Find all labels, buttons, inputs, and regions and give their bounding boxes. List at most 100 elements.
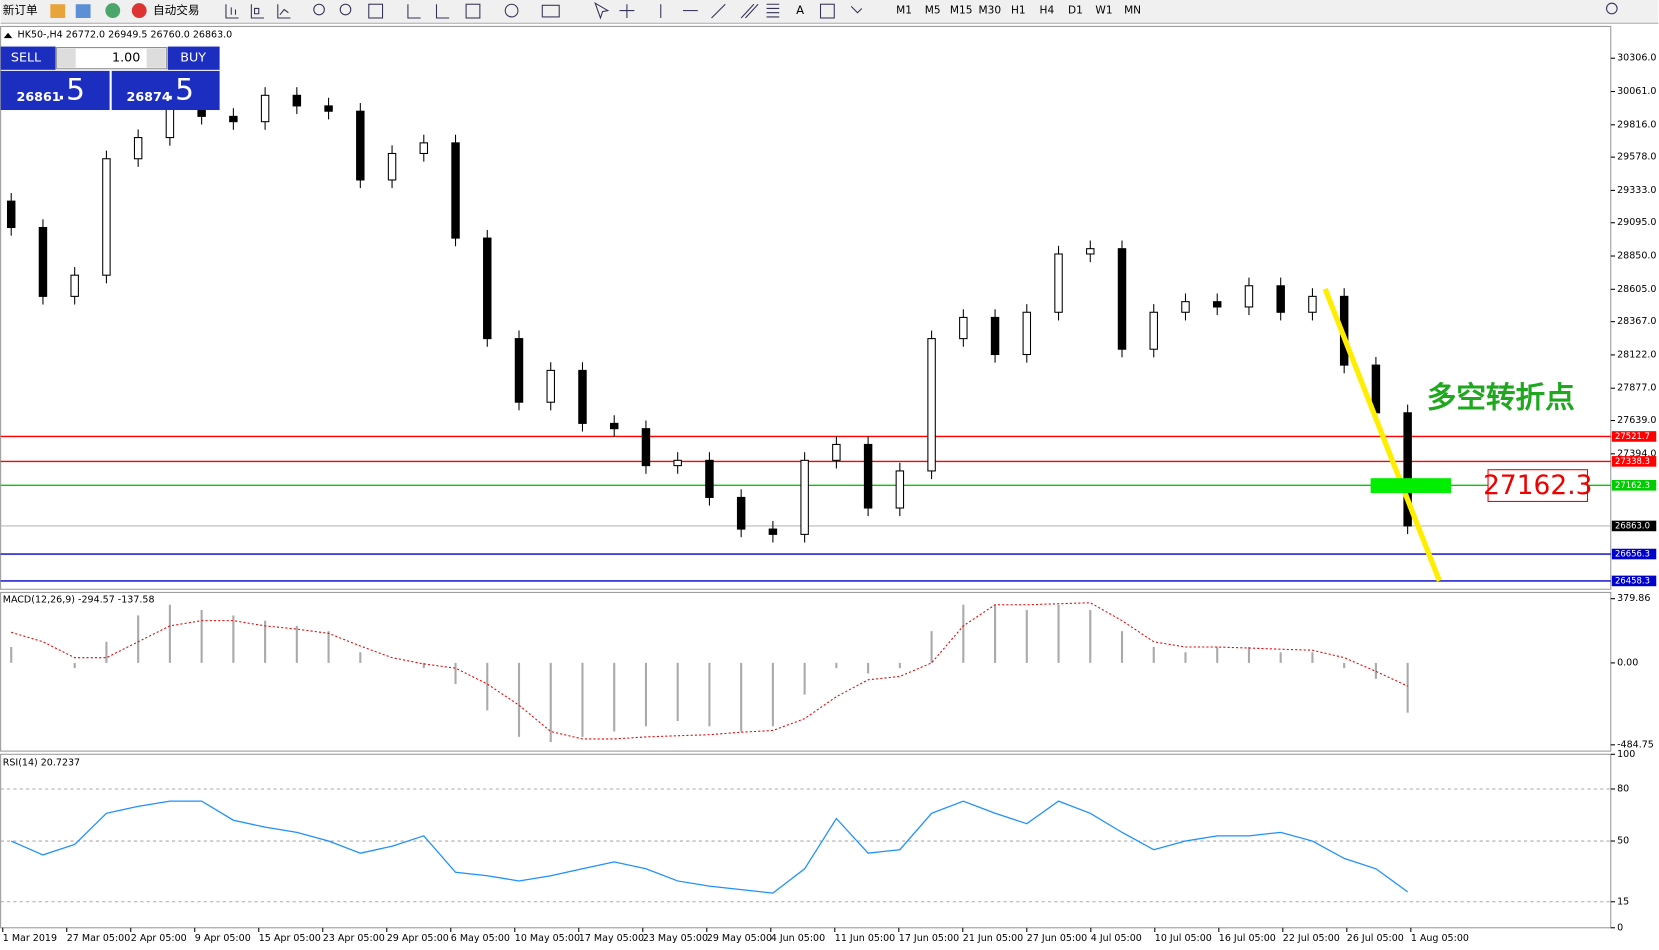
toolbar xyxy=(0,0,1659,24)
templates[interactable] xyxy=(541,4,560,18)
price-level-tag xyxy=(1611,548,1657,560)
arrows[interactable] xyxy=(850,5,863,14)
y-tick-label: 28367.0 xyxy=(1617,316,1656,327)
candle-body xyxy=(832,443,841,461)
y-tick-label: 80 xyxy=(1617,783,1629,794)
sell-label[interactable]: SELL xyxy=(11,50,41,65)
trade-panel: SELL 1.00 BUY 26861 .5 26874 .5 xyxy=(0,46,220,111)
zoom-out[interactable] xyxy=(339,3,352,16)
rsi-title: RSI(14) 20.7237 xyxy=(3,757,80,768)
crosshair[interactable] xyxy=(619,4,635,18)
candle-body xyxy=(1308,295,1317,313)
candle-body xyxy=(1149,311,1158,350)
candle-body xyxy=(292,94,302,107)
buy-price[interactable]: 26874 xyxy=(127,89,171,104)
timeframe-button[interactable]: H1 xyxy=(1011,5,1026,17)
y-tick-label: 29578.0 xyxy=(1617,152,1656,163)
indicators[interactable] xyxy=(465,3,481,19)
lots-up[interactable] xyxy=(146,48,166,68)
buy-label[interactable]: BUY xyxy=(180,50,206,65)
x-tick-label: 26 Jul 05:00 xyxy=(1347,933,1404,944)
x-tick-label: 27 Mar 05:00 xyxy=(67,933,131,944)
candle-body xyxy=(1086,248,1095,255)
x-tick-label: 4 Jul 05:00 xyxy=(1091,933,1142,944)
sell-button[interactable] xyxy=(0,46,56,70)
y-tick-label: 29333.0 xyxy=(1617,185,1656,196)
y-tick-label: 28605.0 xyxy=(1617,284,1656,295)
sell-price[interactable]: 26861 xyxy=(16,89,60,104)
trendline[interactable] xyxy=(711,3,726,19)
price-level-label: 26863.0 xyxy=(1615,520,1650,530)
search[interactable] xyxy=(1606,2,1618,15)
timeframe-button[interactable]: D1 xyxy=(1068,5,1083,17)
timeframe-button[interactable]: H4 xyxy=(1040,5,1055,17)
timeframe-button[interactable]: W1 xyxy=(1095,5,1112,17)
price-level-label: 27338.3 xyxy=(1615,456,1650,466)
x-tick-label: 29 May 05:00 xyxy=(707,933,772,944)
fibo[interactable] xyxy=(766,3,780,18)
sell-price-pips[interactable]: .5 xyxy=(57,72,85,106)
candle-body xyxy=(6,200,16,229)
new-order-button[interactable]: 新订单 xyxy=(3,3,38,17)
y-tick-label: 27639.0 xyxy=(1617,415,1656,426)
lots-down[interactable] xyxy=(57,48,76,68)
y-tick-label: 0.00 xyxy=(1617,657,1638,668)
candle-body xyxy=(546,369,555,403)
buy-button[interactable] xyxy=(167,46,220,70)
icon[interactable] xyxy=(50,4,66,18)
timeframe-button[interactable]: M30 xyxy=(978,5,1001,17)
candle-body xyxy=(895,470,905,509)
x-tick-label: 2 Apr 05:00 xyxy=(131,933,187,944)
price-box-label: 27162.3 xyxy=(1483,470,1592,501)
x-tick-label: 11 Jun 05:00 xyxy=(835,933,895,944)
candle-body xyxy=(609,422,619,430)
price-level-tag xyxy=(1611,480,1657,491)
candle-body xyxy=(133,137,143,160)
bar-icon[interactable] xyxy=(225,4,239,19)
textlabel[interactable] xyxy=(819,3,835,19)
timeframe-button[interactable]: M15 xyxy=(950,5,973,17)
x-tick-label: 16 Jul 05:00 xyxy=(1219,933,1276,944)
sell-price-box[interactable] xyxy=(0,70,110,111)
line-icon[interactable] xyxy=(277,4,291,19)
icon[interactable] xyxy=(131,3,147,18)
x-tick-label: 9 Apr 05:00 xyxy=(195,933,251,944)
candle-icon[interactable] xyxy=(250,4,265,19)
candle-body xyxy=(324,105,333,112)
candle-body xyxy=(1022,311,1032,356)
price-box xyxy=(1487,469,1589,502)
candle-body xyxy=(1117,248,1127,350)
timeframe-button[interactable]: M5 xyxy=(925,5,941,17)
y-tick-label: 0 xyxy=(1617,922,1623,933)
x-tick-label: 23 Apr 05:00 xyxy=(323,933,385,944)
timeframe-button[interactable]: M1 xyxy=(896,5,912,17)
lots-input[interactable] xyxy=(56,47,168,70)
y-tick-label: 379.86 xyxy=(1617,593,1650,604)
lots-value[interactable]: 1.00 xyxy=(112,50,140,65)
candle-body xyxy=(705,459,714,498)
auto-trading-button[interactable]: 自动交易 xyxy=(153,3,200,17)
timeframe-button[interactable]: MN xyxy=(1124,5,1141,17)
candle-body xyxy=(356,110,365,181)
chart-title: HK50-,H4 26772.0 26949.5 26760.0 26863.0 xyxy=(18,29,233,40)
candle-body xyxy=(483,237,492,340)
price-level-tag xyxy=(1611,575,1657,587)
scroll-icons[interactable] xyxy=(407,4,450,19)
annotation: 多空转折点 xyxy=(1427,380,1575,414)
icon[interactable] xyxy=(105,3,121,18)
zoom-in[interactable] xyxy=(313,3,325,16)
tile[interactable] xyxy=(368,3,384,19)
y-tick-label: 30306.0 xyxy=(1617,53,1656,64)
periods[interactable] xyxy=(504,3,519,18)
price-level-label: 27521.7 xyxy=(1615,431,1650,441)
y-tick-label: -484.75 xyxy=(1617,739,1654,750)
candle-body xyxy=(419,142,429,154)
x-tick-label: 15 Apr 05:00 xyxy=(259,933,321,944)
buy-price-pips[interactable]: .5 xyxy=(166,72,194,106)
channel[interactable] xyxy=(740,3,759,19)
text-tool[interactable]: A xyxy=(796,3,804,17)
buy-price-box[interactable] xyxy=(111,70,220,111)
cursor[interactable] xyxy=(594,1,610,20)
icon[interactable] xyxy=(75,4,91,18)
